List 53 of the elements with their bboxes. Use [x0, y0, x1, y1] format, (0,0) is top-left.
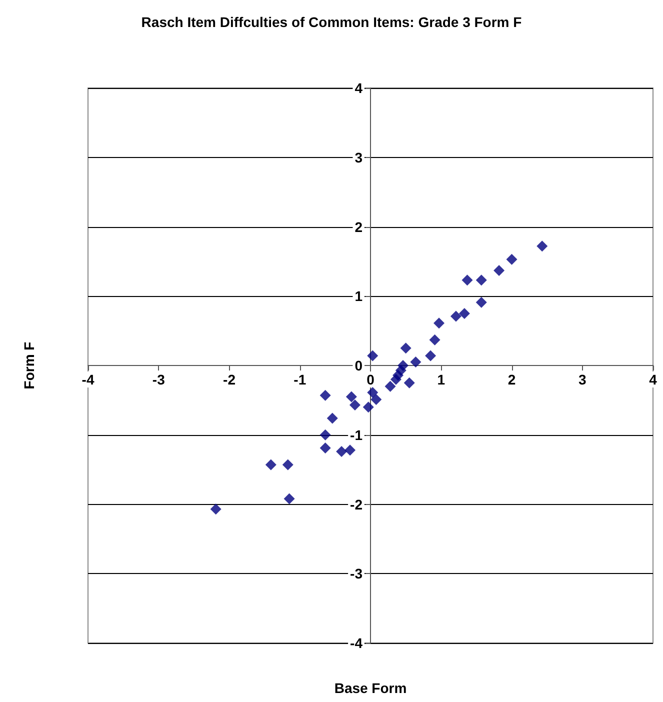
x-tick-label: -2	[223, 372, 236, 388]
x-tick-label: -1	[294, 372, 306, 388]
point	[494, 264, 505, 276]
point	[536, 240, 548, 252]
point	[344, 444, 356, 456]
y-tick-label: -1	[350, 426, 363, 443]
x-tick-label: 3	[578, 372, 586, 388]
y-tick-label: 3	[354, 149, 363, 166]
point	[367, 350, 378, 362]
x-tick-label: 4	[649, 372, 658, 388]
point	[367, 387, 378, 398]
x-tick-label: 0	[366, 372, 375, 388]
point	[390, 374, 402, 385]
point	[462, 274, 473, 286]
point	[425, 350, 436, 362]
point	[282, 459, 294, 470]
x-tick-label: -4	[82, 372, 94, 388]
point	[476, 296, 487, 308]
point	[506, 254, 518, 265]
point	[320, 442, 331, 454]
y-tick-label: 1	[354, 288, 363, 304]
point	[320, 429, 331, 440]
point	[434, 318, 445, 329]
point	[320, 390, 331, 401]
y-tick-label: 2	[354, 218, 363, 235]
point	[458, 308, 470, 319]
y-tick-label: -2	[350, 496, 363, 512]
chart-title: Rasch Item Diffculties of Common Items: Grade 3 Form F	[141, 14, 522, 30]
point	[362, 402, 374, 413]
y-axis-title: Form F	[21, 341, 37, 390]
point	[210, 504, 222, 515]
point	[326, 412, 338, 424]
point	[429, 334, 440, 346]
x-tick-label: -3	[152, 372, 166, 388]
point	[265, 459, 276, 470]
point	[370, 394, 382, 405]
y-tick-label: -4	[350, 635, 363, 651]
x-tick-label: 2	[508, 372, 516, 388]
point	[410, 356, 422, 368]
point	[384, 380, 396, 392]
y-tick-label: 0	[354, 358, 363, 374]
x-axis-title: Base Form	[334, 680, 407, 696]
point	[404, 377, 415, 388]
point	[346, 391, 357, 402]
point	[400, 342, 412, 354]
x-tick-label: 1	[437, 372, 446, 388]
point	[450, 310, 462, 322]
y-tick-label: 4	[354, 80, 363, 96]
point	[284, 493, 295, 504]
y-tick-label: -3	[350, 566, 363, 582]
point	[349, 400, 360, 411]
point	[476, 274, 487, 286]
point	[336, 446, 348, 458]
